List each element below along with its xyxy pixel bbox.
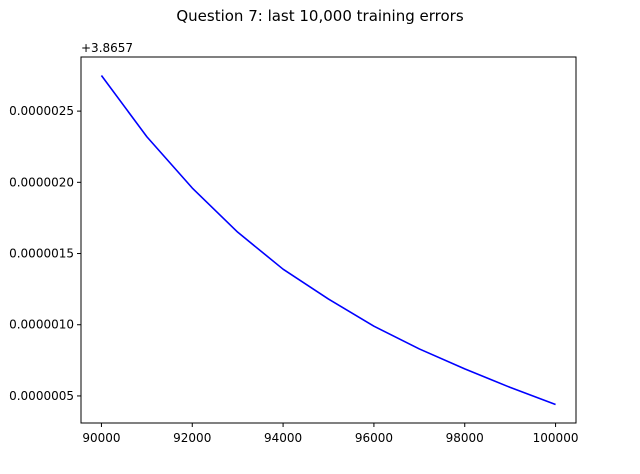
x-tick-label: 94000 <box>264 431 302 445</box>
x-tick-label: 92000 <box>173 431 211 445</box>
y-tick-label: 0.0000025 <box>9 104 74 118</box>
y-tick-label: 0.0000015 <box>9 247 74 261</box>
chart-title: Question 7: last 10,000 training errors <box>176 7 463 25</box>
series-layer <box>100 75 556 406</box>
y-tick-label: 0.0000010 <box>9 318 74 332</box>
y-axis-offset-label: +3.8657 <box>81 41 133 55</box>
y-tick-label: 0.0000005 <box>9 389 74 403</box>
x-tick-label: 96000 <box>355 431 393 445</box>
x-tick-label: 100000 <box>533 431 579 445</box>
series-line <box>100 75 556 406</box>
x-tick-label: 98000 <box>446 431 484 445</box>
axes-frame <box>80 56 577 424</box>
plot-area: 90000 92000 94000 96000 98000 100000 0.000000… <box>9 56 578 445</box>
y-axis-ticks: 0.0000005 0.0000010 0.0000015 0.0000020 0.00… <box>9 104 81 403</box>
y-tick-label: 0.0000020 <box>9 175 74 189</box>
x-axis-ticks: 90000 92000 94000 96000 98000 100000 <box>82 423 578 445</box>
x-tick-label: 90000 <box>82 431 120 445</box>
